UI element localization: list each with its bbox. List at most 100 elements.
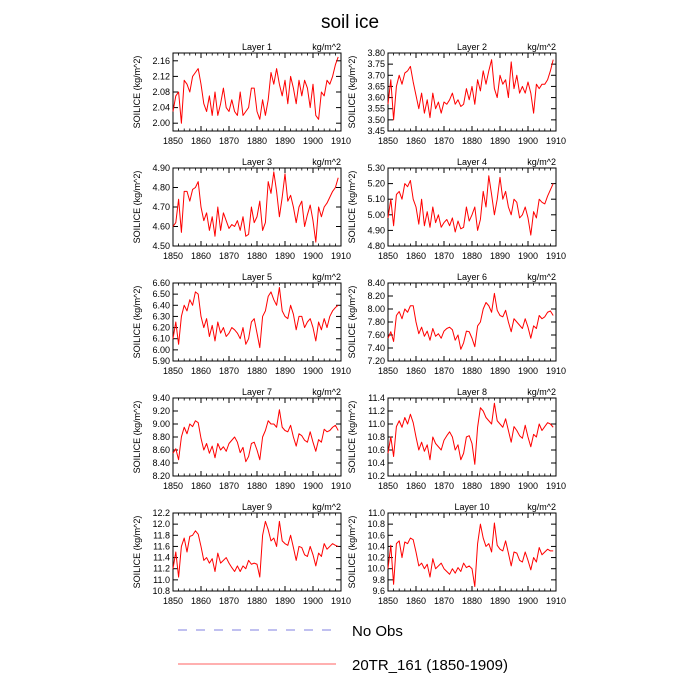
series-line-layer-5 [172,286,339,349]
x-tick-label: 1870 [219,136,239,146]
y-tick-label: 2.16 [152,56,170,66]
y-tick-label: 11.8 [153,530,170,540]
x-tick-label: 1910 [546,136,566,146]
y-tick-label: 5.20 [367,179,385,189]
x-tick-label: 1850 [378,366,398,376]
y-tick-label: 10.4 [367,458,385,468]
panel-title: Layer 4 [457,157,487,167]
panel-units: kg/m^2 [312,502,341,512]
series-line-layer-1 [172,56,339,124]
y-axis-label: SOILICE (kg/m^2) [347,171,357,244]
panel-title: Layer 10 [454,502,489,512]
x-tick-label: 1880 [247,481,267,491]
x-tick-label: 1900 [303,366,323,376]
y-tick-label: 10.2 [367,553,385,563]
y-tick-label: 8.20 [367,291,385,301]
y-tick-label: 10.8 [152,586,170,596]
y-tick-label: 7.60 [367,330,385,340]
plot-frame [387,512,557,592]
x-tick-label: 1900 [303,481,323,491]
y-tick-label: 6.50 [152,289,170,299]
x-tick-label: 1850 [163,136,183,146]
plot-frame [387,282,557,362]
y-tick-label: 11.6 [153,541,170,551]
y-tick-label: 9.40 [152,393,170,403]
y-tick-label: 6.40 [152,300,170,310]
y-axis-label: SOILICE (kg/m^2) [347,286,357,359]
x-tick-label: 1860 [406,136,426,146]
x-tick-label: 1860 [191,366,211,376]
panel-title: Layer 1 [242,42,272,52]
plot-frame [172,52,342,132]
x-tick-label: 1850 [163,481,183,491]
panel-title: Layer 8 [457,387,487,397]
x-tick-label: 1870 [434,596,454,606]
panel-layer-1: 1850 1860 1870 1880 1890 1900 1910 2.00 2.04 2.08… [132,42,351,146]
x-tick-label: 1850 [378,596,398,606]
y-tick-label: 4.50 [152,241,170,251]
y-tick-label: 8.60 [152,445,170,455]
x-tick-label: 1900 [303,596,323,606]
x-tick-label: 1870 [219,366,239,376]
panel-title: Layer 2 [457,42,487,52]
series-line-layer-6 [387,292,554,350]
y-tick-label: 10.8 [367,519,385,529]
y-tick-label: 3.45 [367,126,385,136]
panel-layer-4: 1850 1860 1870 1880 1890 1900 1910 4.80 4.90 5.00… [347,157,566,261]
series-line-layer-2 [387,59,554,121]
y-tick-label: 11.2 [368,406,385,416]
x-tick-label: 1890 [490,251,510,261]
y-tick-label: 10.6 [367,530,385,540]
x-tick-label: 1860 [406,596,426,606]
panel-layer-10: 1850 1860 1870 1880 1890 1900 19109.69.810.010… [347,502,566,606]
panel-units: kg/m^2 [312,42,341,52]
y-axis-label: SOILICE (kg/m^2) [347,516,357,589]
y-axis-label: SOILICE (kg/m^2) [132,171,142,244]
y-tick-label: 6.10 [152,334,170,344]
y-tick-label: 4.60 [152,222,170,232]
x-tick-label: 1910 [331,481,351,491]
y-tick-label: 2.12 [152,71,170,81]
y-axis-label: SOILICE (kg/m^2) [132,286,142,359]
y-tick-label: 11.2 [153,564,170,574]
panel-units: kg/m^2 [527,42,556,52]
x-tick-label: 1900 [518,596,538,606]
series-line-layer-3 [172,171,339,243]
y-tick-label: 11.0 [368,508,385,518]
x-tick-label: 1900 [303,136,323,146]
y-tick-label: 5.90 [152,356,170,366]
y-tick-label: 3.50 [367,115,385,125]
x-tick-label: 1890 [275,136,295,146]
y-tick-label: 7.20 [367,356,385,366]
legend: No Obs 20TR_161 (1850-1909) [178,623,508,674]
y-tick-label: 6.00 [152,345,170,355]
x-tick-label: 1890 [490,136,510,146]
y-tick-label: 3.80 [367,48,385,58]
x-tick-label: 1890 [275,251,295,261]
panel-units: kg/m^2 [312,272,341,282]
y-tick-label: 3.65 [367,81,385,91]
x-tick-label: 1880 [462,481,482,491]
x-tick-label: 1850 [163,251,183,261]
x-tick-label: 1850 [378,481,398,491]
x-tick-label: 1860 [191,251,211,261]
y-tick-label: 3.55 [367,104,385,114]
panel-units: kg/m^2 [527,272,556,282]
panel-units: kg/m^2 [527,387,556,397]
panel-layer-3: 1850 1860 1870 1880 1890 1900 1910 4.50 4.60 4.70… [132,157,351,261]
y-tick-label: 11.4 [368,393,385,403]
panel-units: kg/m^2 [527,502,556,512]
y-tick-label: 9.8 [372,575,385,585]
y-tick-label: 11.0 [153,575,170,585]
y-tick-label: 7.40 [367,343,385,353]
x-tick-label: 1880 [247,251,267,261]
x-tick-label: 1850 [163,596,183,606]
panel-units: kg/m^2 [312,157,341,167]
x-tick-label: 1910 [546,251,566,261]
y-axis-label: SOILICE (kg/m^2) [347,56,357,129]
x-tick-label: 1890 [275,481,295,491]
panel-layer-5: 1850 1860 1870 1880 1890 1900 1910 5.906.006.10… [132,272,351,376]
x-tick-label: 1900 [518,136,538,146]
x-tick-label: 1880 [462,366,482,376]
y-tick-label: 3.70 [367,70,385,80]
